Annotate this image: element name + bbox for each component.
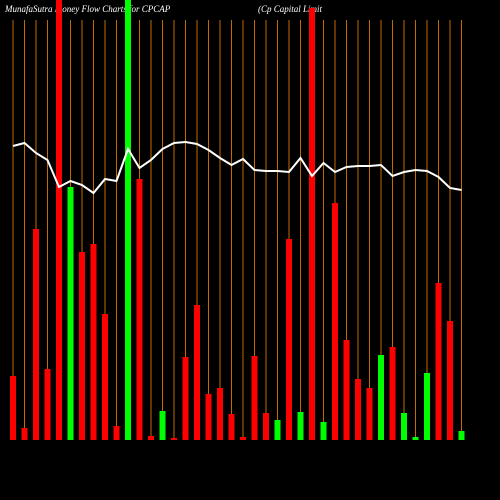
bar (378, 355, 384, 440)
bar (274, 420, 281, 440)
bar (355, 379, 361, 440)
bar (182, 357, 189, 440)
bar (171, 438, 177, 440)
bar (297, 412, 304, 440)
bar (125, 0, 131, 440)
bar (194, 305, 200, 440)
bar (412, 437, 419, 440)
bar (67, 187, 74, 440)
bar (159, 411, 166, 440)
bar (309, 8, 315, 440)
bar (90, 244, 97, 440)
bar (320, 422, 327, 440)
bar (424, 373, 430, 440)
bar (102, 314, 108, 440)
bar (33, 229, 39, 440)
bar (263, 413, 269, 440)
chart-title: MunafaSutra Money Flow Charts for CPCAP (4, 4, 171, 14)
bar (286, 239, 292, 440)
bar (44, 369, 51, 440)
chart-subtitle: (Cp Capital Limit (258, 4, 323, 14)
bar (366, 388, 373, 440)
bar (389, 347, 396, 440)
bar (21, 428, 28, 440)
bar (401, 413, 407, 440)
bar (205, 394, 212, 440)
bar (113, 426, 120, 440)
bar (148, 436, 154, 440)
bar (332, 203, 338, 440)
bar (217, 388, 223, 440)
bar (56, 0, 62, 440)
bar (136, 179, 143, 440)
bar (458, 431, 465, 440)
bar (343, 340, 350, 440)
bar (435, 283, 442, 440)
bar (447, 321, 453, 440)
flow-line (12, 140, 462, 195)
bar (79, 252, 85, 440)
bar (228, 414, 235, 440)
bar (251, 356, 258, 440)
bar (10, 376, 16, 440)
bar (240, 437, 246, 440)
